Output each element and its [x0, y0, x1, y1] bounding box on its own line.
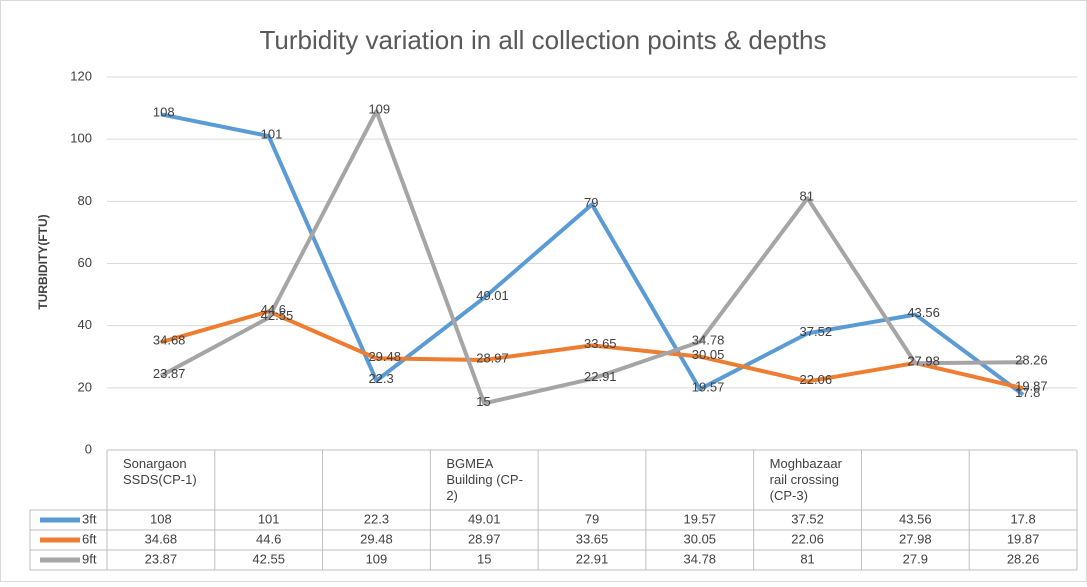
data-label: 101: [261, 126, 283, 141]
data-label: 17.8: [1015, 385, 1040, 400]
y-tick-label: 100: [70, 131, 92, 146]
y-tick-label: 120: [70, 68, 92, 83]
data-label: 37.52: [800, 324, 833, 339]
table-value: 15: [477, 551, 491, 566]
x-tick-label: BGMEA Building (CP-2): [446, 456, 523, 503]
data-label: 22.06: [800, 372, 833, 387]
table-value: 27.98: [899, 531, 932, 546]
data-label: 81: [800, 189, 814, 204]
data-label: 29.48: [368, 349, 401, 364]
y-tick-label: 20: [78, 379, 92, 394]
x-tick-cell: BGMEA Building (CP-2): [446, 456, 523, 503]
table-value: 109: [366, 551, 388, 566]
chart-title: Turbidity variation in all collection po…: [260, 25, 827, 55]
table-value: 28.97: [468, 531, 501, 546]
line-series: [160, 309, 1024, 391]
y-axis-title: TURBIDITY(FTU): [36, 214, 50, 309]
data-label: 22.3: [368, 371, 393, 386]
table-value: 101: [258, 511, 280, 526]
data-label: 19.87: [1015, 379, 1048, 394]
y-tick-label: 60: [78, 255, 92, 270]
table-value: 22.06: [791, 531, 824, 546]
line-series: [159, 109, 1024, 406]
y-tick-label: 0: [85, 441, 92, 456]
data-label: 42.55: [261, 308, 294, 323]
x-tick-cell: Sonargaon SSDS(CP-1): [123, 456, 197, 487]
data-label: 44.6: [261, 302, 286, 317]
table-value: 28.26: [1007, 551, 1040, 566]
data-label: 109: [368, 102, 390, 117]
legend-label: 6ft: [82, 531, 97, 546]
table-value: 81: [800, 551, 814, 566]
table-value: 49.01: [468, 511, 501, 526]
y-tick-label: 40: [78, 317, 92, 332]
data-label: 43.56: [907, 305, 940, 320]
data-label: 19.57: [692, 380, 725, 395]
data-label: 27.98: [907, 353, 940, 368]
data-label: 34.78: [692, 332, 725, 347]
data-label: 34.68: [153, 333, 186, 348]
data-label: 79: [584, 195, 598, 210]
table-value: 30.05: [684, 531, 717, 546]
table-value: 29.48: [360, 531, 393, 546]
line-series: [160, 112, 1025, 397]
data-label: 49.01: [476, 288, 509, 303]
data-label: 22.91: [584, 369, 617, 384]
table-value: 44.6: [256, 531, 281, 546]
table-value: 37.52: [791, 511, 824, 526]
table-value: 34.78: [684, 551, 717, 566]
table-value: 108: [150, 511, 172, 526]
table-value: 19.57: [684, 511, 717, 526]
data-label: 108: [153, 105, 175, 120]
data-label: 23.87: [153, 366, 186, 381]
legend-label: 3ft: [82, 511, 97, 526]
x-tick-label: Sonargaon SSDS(CP-1): [123, 456, 197, 487]
x-tick-label: Moghbazaar rail crossing (CP-3): [769, 456, 842, 503]
data-label: 15: [476, 394, 490, 409]
table-value: 27.9: [903, 551, 928, 566]
table-value: 43.56: [899, 511, 932, 526]
data-label: 28.26: [1015, 353, 1048, 368]
table-value: 34.68: [145, 531, 178, 546]
data-label: 27.9: [907, 354, 932, 369]
table-value: 33.65: [576, 531, 609, 546]
table-value: 17.8: [1010, 511, 1035, 526]
data-label: 33.65: [584, 336, 617, 351]
table-value: 42.55: [252, 551, 285, 566]
x-tick-cell: Moghbazaar rail crossing (CP-3): [769, 456, 842, 503]
data-label: 30.05: [692, 347, 725, 362]
table-value: 22.3: [364, 511, 389, 526]
table-value: 79: [585, 511, 599, 526]
legend-label: 9ft: [82, 551, 97, 566]
table-value: 19.87: [1007, 531, 1040, 546]
data-label: 28.97: [476, 350, 509, 365]
table-value: 22.91: [576, 551, 609, 566]
y-tick-label: 80: [78, 193, 92, 208]
table-value: 23.87: [145, 551, 178, 566]
